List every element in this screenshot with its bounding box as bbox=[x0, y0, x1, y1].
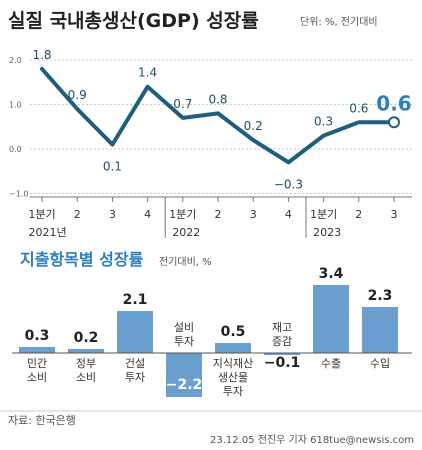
bar-value-label: 0.5 bbox=[221, 324, 246, 340]
bar-category-label: 소비 bbox=[76, 371, 96, 384]
bar bbox=[362, 307, 398, 353]
x-tick-label: 4 bbox=[144, 208, 151, 221]
bar bbox=[215, 343, 251, 353]
line-chart-x-axis: 1분기 2 3 4 1분기 2 3 4 1분기 2 3 2021년 2022 2023 bbox=[28, 196, 412, 239]
point-value-label: 1.8 bbox=[32, 48, 51, 62]
y-tick-label: 2.0 bbox=[9, 56, 22, 65]
last-point-marker bbox=[388, 116, 400, 129]
bar-category-label: 생산물 bbox=[218, 371, 248, 384]
year-label: 2022 bbox=[172, 226, 200, 239]
point-value-label: 0.1 bbox=[103, 160, 122, 174]
bar bbox=[264, 353, 300, 355]
x-tick-label: 3 bbox=[109, 208, 116, 221]
bar bbox=[68, 349, 104, 353]
chart-title: 실질 국내총생산(GDP) 성장률 bbox=[8, 10, 259, 32]
bar-value-label: 2.1 bbox=[123, 292, 148, 308]
x-tick-label: 1분기 bbox=[310, 208, 337, 221]
bar-category-label: 민간 bbox=[27, 357, 47, 370]
point-value-label: 0.2 bbox=[244, 119, 263, 133]
point-value-label: 0.3 bbox=[314, 115, 333, 129]
x-tick-label: 3 bbox=[391, 208, 398, 221]
bar-category-label: 건설 bbox=[125, 357, 145, 370]
point-value-label: 0.9 bbox=[68, 88, 87, 102]
bar-category-label: 투자 bbox=[125, 371, 145, 384]
x-tick-label: 4 bbox=[285, 208, 292, 221]
x-tick-label: 2 bbox=[215, 208, 222, 221]
point-value-label: 0.8 bbox=[208, 92, 227, 106]
point-value-label: 1.4 bbox=[138, 66, 157, 80]
line-chart-grid: 2.0 1.0 0.0 −1.0 bbox=[9, 56, 412, 199]
bar-category-label: 재고 bbox=[272, 321, 292, 334]
line-chart-series bbox=[40, 66, 400, 165]
bar-value-label: 2.3 bbox=[368, 288, 393, 304]
x-tick-label: 2 bbox=[355, 208, 362, 221]
bar-chart-unit: 전기대비, % bbox=[159, 256, 212, 268]
credit-note: 23.12.05 전진우 기자 618tue@newsis.com bbox=[210, 434, 414, 446]
x-tick-label: 1분기 bbox=[28, 208, 55, 221]
x-tick-label: 3 bbox=[250, 208, 257, 221]
point-value-label: 0.7 bbox=[173, 97, 192, 111]
y-tick-label: 0.0 bbox=[9, 145, 22, 154]
point-value-label: 0.6 bbox=[349, 101, 368, 115]
bar bbox=[19, 347, 55, 353]
gdp-growth-line bbox=[40, 66, 396, 165]
source-note: 자료: 한국은행 bbox=[8, 414, 76, 427]
bar-category-label: 지식재산 bbox=[213, 357, 253, 370]
y-tick-label: 1.0 bbox=[9, 101, 22, 110]
bar-chart-title: 지출항목별 성장률 bbox=[20, 250, 144, 269]
bar-category-label: 투자 bbox=[174, 335, 194, 348]
bar bbox=[117, 311, 153, 353]
year-label: 2023 bbox=[313, 226, 341, 239]
point-value-label: −0.3 bbox=[274, 177, 303, 191]
bar-category-label: 투자 bbox=[223, 385, 243, 398]
year-label: 2021년 bbox=[29, 226, 67, 239]
bar-category-label: 소비 bbox=[27, 371, 47, 384]
y-tick-label: −1.0 bbox=[9, 190, 28, 199]
bar-value-label: −2.2 bbox=[166, 377, 203, 393]
unit-note: 단위: %, 전기대비 bbox=[300, 15, 378, 28]
x-tick-label: 2 bbox=[74, 208, 81, 221]
bar-value-label: 3.4 bbox=[319, 266, 344, 282]
bar-category-label: 정부 bbox=[76, 357, 96, 370]
bar-category-label: 수출 bbox=[321, 357, 341, 370]
bar-value-label: 0.2 bbox=[74, 330, 99, 346]
bar-category-label: 증감 bbox=[272, 335, 292, 348]
bar-category-label: 설비 bbox=[174, 321, 194, 334]
x-tick-label: 1분기 bbox=[169, 208, 196, 221]
bar-value-label: −0.1 bbox=[264, 355, 301, 371]
line-chart-value-labels: 1.8 0.9 0.1 1.4 0.7 0.8 0.2 −0.3 0.3 0.6 0.6 bbox=[32, 48, 411, 191]
bar-value-label: 0.3 bbox=[25, 328, 50, 344]
bar-category-label: 수입 bbox=[370, 357, 390, 370]
bar bbox=[313, 285, 349, 353]
point-value-label: 0.6 bbox=[376, 91, 411, 115]
bar bbox=[166, 353, 202, 397]
